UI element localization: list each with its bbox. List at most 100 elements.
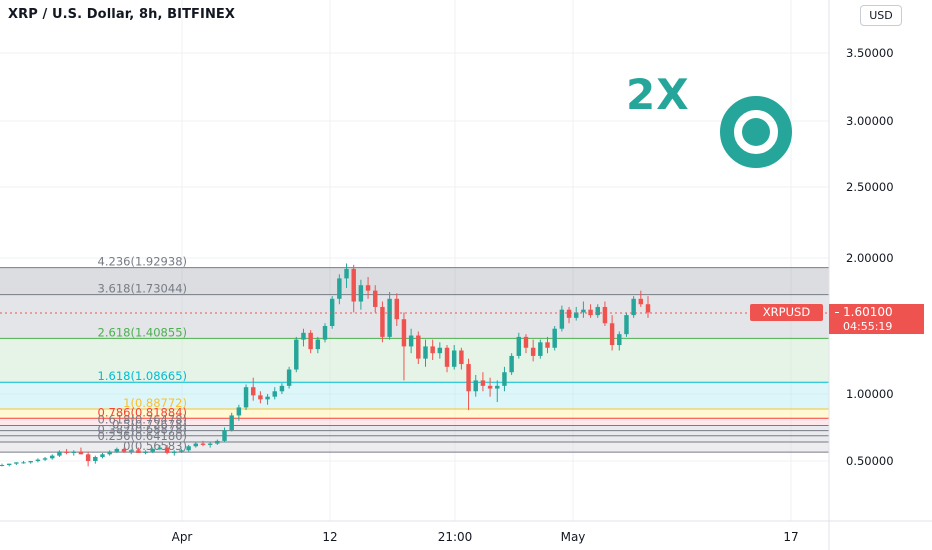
candle [322, 323, 328, 343]
candle [638, 290, 644, 307]
fib-band-5 [0, 418, 829, 426]
candle [387, 292, 392, 340]
grid-lines [0, 0, 829, 521]
fib-label-9: 0.236(0.64180) [98, 429, 187, 443]
fib-band-0 [0, 267, 829, 295]
candle [545, 336, 550, 354]
fib-band-9 [0, 441, 829, 453]
candle [229, 412, 234, 432]
candle [28, 461, 33, 464]
candle [624, 312, 629, 337]
candle [222, 427, 227, 443]
candle [250, 377, 256, 401]
y-tick-label: 2.50000 [846, 180, 894, 194]
candle [430, 339, 435, 360]
candle [301, 328, 306, 347]
candle [480, 372, 486, 392]
candle [143, 450, 148, 455]
fib-label-3: 1.618(1.08665) [98, 369, 187, 383]
candle [523, 334, 529, 354]
candle [179, 448, 184, 453]
candle [200, 440, 206, 447]
candle [121, 447, 127, 453]
fib-label-1: 3.618(1.73044) [98, 282, 187, 296]
candle [107, 450, 112, 456]
candle [186, 444, 191, 452]
candle [552, 326, 557, 351]
y-tick-label: 2.00000 [846, 251, 894, 265]
candle [172, 450, 177, 456]
candle [136, 447, 141, 453]
x-tick-label: Apr [172, 530, 193, 544]
candle [559, 305, 565, 332]
fib-band-6 [0, 425, 829, 431]
candle [609, 315, 615, 351]
y-tick-label: 3.50000 [846, 46, 894, 60]
candle [451, 345, 457, 370]
fib-label-5: 0.786(0.81884) [98, 405, 187, 419]
candle [50, 454, 55, 460]
candle [380, 301, 385, 343]
x-tick-label: May [561, 530, 586, 544]
currency-button[interactable]: USD [860, 5, 902, 26]
candle [14, 462, 19, 466]
fibonacci-retracement: 4.236(1.92938) 3.618(1.73044) 2.618(1.4085… [0, 255, 829, 453]
candle [21, 461, 26, 464]
fib-label-2: 2.618(1.40855) [98, 325, 187, 339]
candle [164, 444, 170, 455]
candle [408, 328, 414, 354]
y-tick-label: 0.50000 [846, 454, 894, 468]
fib-band-8 [0, 435, 829, 442]
candle [193, 442, 199, 448]
candle [258, 391, 263, 404]
candle [337, 274, 342, 305]
target-icon [720, 96, 792, 168]
candle [358, 279, 364, 310]
candle [279, 383, 285, 394]
candle [401, 312, 407, 381]
candle [93, 455, 98, 464]
candle [85, 451, 91, 467]
candle [437, 342, 443, 359]
candle [6, 463, 12, 467]
candlestick-series [0, 263, 651, 467]
candle [57, 450, 62, 457]
candle [71, 450, 77, 456]
symbol-badge: XRPUSD [750, 304, 823, 321]
fib-band-2 [0, 338, 829, 383]
fib-band-1 [0, 294, 829, 339]
candle [100, 452, 105, 459]
x-tick-label: 12 [322, 530, 337, 544]
fib-label-8: 0.382(0.68878) [98, 423, 187, 437]
candle [495, 380, 500, 403]
candle [215, 439, 220, 445]
time-axis[interactable]: Apr 12 21:00 May 17 [172, 530, 799, 544]
last-price: 1.60100 [843, 305, 893, 319]
chart-title: XRP / U.S. Dollar, 8h, BITFINEX [8, 7, 236, 22]
candle [315, 336, 321, 354]
candle [0, 463, 5, 467]
candle [595, 304, 600, 318]
candle [78, 447, 84, 455]
candle [566, 306, 572, 324]
candle [286, 366, 292, 389]
candle [416, 331, 421, 365]
candle [588, 304, 593, 318]
y-tick-label: 3.00000 [846, 114, 894, 128]
price-axis[interactable]: 3.50000 3.00000 2.50000 2.00000 1.00000 0.500… [846, 46, 894, 468]
fib-label-4: 1(0.88772) [123, 396, 187, 410]
candle [272, 387, 277, 400]
fib-label-0: 4.236(1.92938) [98, 255, 187, 269]
last-price-tag: 1.60100 04:55:19 [829, 304, 924, 334]
fib-label-6: 0.618(0.76478) [98, 413, 187, 427]
fib-label-10: 0(0.56583) [123, 439, 187, 453]
x-tick-label: 17 [783, 530, 798, 544]
candle [581, 301, 586, 318]
candle [631, 296, 636, 318]
candle [645, 296, 651, 318]
candle [35, 458, 41, 463]
candle [502, 366, 507, 392]
candle [602, 301, 608, 326]
candle [150, 447, 155, 453]
